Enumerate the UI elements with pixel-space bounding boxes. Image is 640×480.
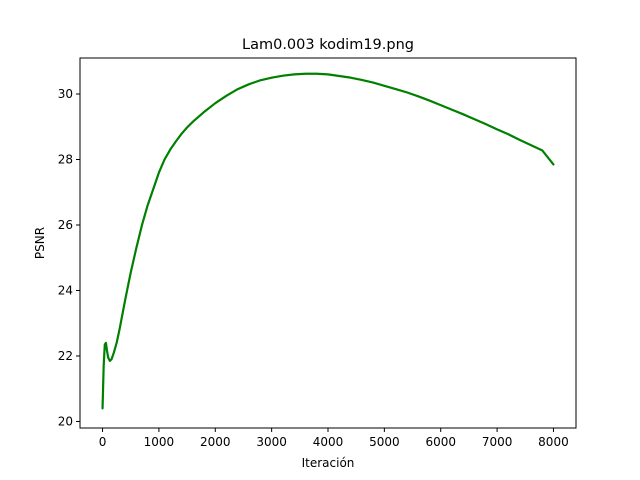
x-tick-label: 6000 (425, 435, 456, 449)
x-tick-label: 4000 (313, 435, 344, 449)
psnr-series-line (101, 72, 555, 410)
x-tick-label: 7000 (482, 435, 513, 449)
x-tick-label: 2000 (200, 435, 231, 449)
x-axis-label: Iteración (302, 456, 355, 470)
x-tick-label: 0 (99, 435, 107, 449)
y-axis-label: PSNR (33, 227, 47, 259)
y-axis: 20 22 24 26 28 30 (58, 87, 80, 428)
x-tick-label: 1000 (144, 435, 175, 449)
y-tick-label: 20 (58, 414, 73, 428)
y-tick-label: 28 (58, 153, 73, 167)
x-tick-label: 8000 (538, 435, 569, 449)
x-axis: 0 1000 2000 3000 4000 5000 6000 7000 8000 (99, 428, 569, 449)
x-tick-label: 3000 (256, 435, 287, 449)
y-tick-label: 24 (58, 283, 73, 297)
plot-area (101, 72, 555, 410)
chart-title: Lam0.003 kodim19.png (242, 37, 414, 53)
y-tick-label: 26 (58, 218, 73, 232)
x-tick-label: 5000 (369, 435, 400, 449)
y-tick-label: 22 (58, 349, 73, 363)
y-tick-label: 30 (58, 87, 73, 101)
